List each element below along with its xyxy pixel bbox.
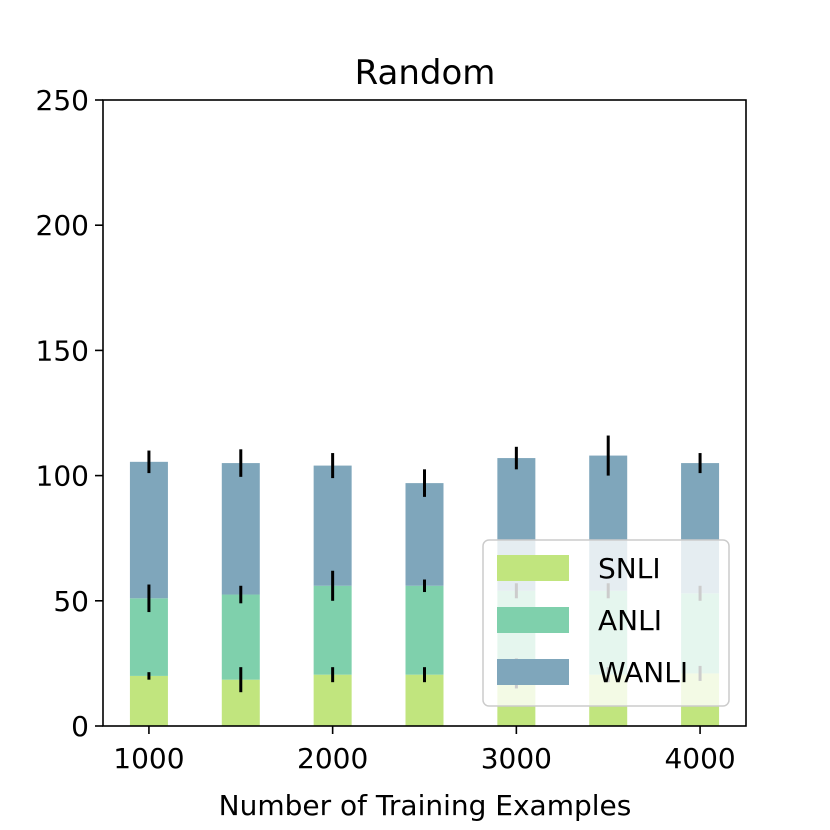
y-tick-label: 250: [36, 84, 89, 117]
bar-anli-2500: [405, 585, 444, 675]
x-tick-label: 2000: [297, 742, 368, 775]
legend-label-snli: SNLI: [598, 552, 661, 585]
y-tick-label: 50: [53, 585, 89, 618]
y-axis: 0 50 100 150 200 250: [36, 84, 103, 743]
y-tick-label: 150: [36, 334, 89, 367]
legend-swatch-anli: [497, 607, 569, 633]
bar-snli-2500: [405, 674, 444, 726]
bar-wanli-1500: [221, 463, 260, 595]
x-axis-label: Number of Training Examples: [219, 789, 632, 822]
chart-title: Random: [355, 53, 496, 93]
legend-swatch-snli: [497, 555, 569, 581]
x-tick-label: 4000: [664, 742, 735, 775]
legend-label-wanli: WANLI: [598, 656, 688, 689]
x-axis: 1000 2000 3000 4000: [113, 726, 736, 775]
plot-frame: [102, 99, 747, 727]
x-tick-label: 1000: [113, 742, 184, 775]
bar-snli-1000: [129, 675, 168, 726]
x-tick-label: 3000: [481, 742, 552, 775]
bar-wanli-2000: [313, 465, 352, 586]
bar-snli-2000: [313, 674, 352, 726]
legend-label-anli: ANLI: [598, 604, 662, 637]
legend-swatch-wanli: [497, 659, 569, 685]
y-tick-label: 200: [36, 209, 89, 242]
bar-anli-1500: [221, 594, 260, 680]
bar-wanli-1000: [129, 461, 168, 599]
bar-wanli-2500: [405, 483, 444, 586]
y-tick-label: 100: [36, 460, 89, 493]
legend: SNLI ANLI WANLI: [482, 539, 730, 707]
y-tick-label: 0: [71, 710, 89, 743]
